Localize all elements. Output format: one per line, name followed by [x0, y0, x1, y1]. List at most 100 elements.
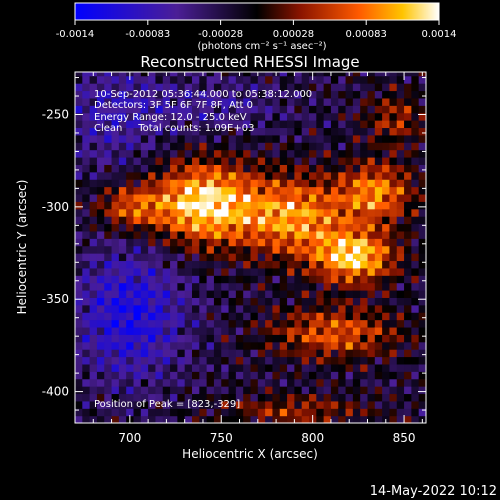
- heatmap-cell: [140, 356, 149, 365]
- heatmap-cell: [111, 112, 120, 121]
- heatmap-cell: [367, 341, 376, 350]
- heatmap-cell: [75, 334, 83, 343]
- heatmap-cell: [404, 216, 412, 225]
- heatmap-cell: [155, 297, 164, 306]
- heatmap-cell: [235, 356, 244, 365]
- heatmap-cell: [82, 334, 91, 343]
- heatmap-cell: [235, 120, 244, 129]
- heatmap-cell: [301, 134, 310, 143]
- heatmap-cell: [338, 179, 347, 188]
- heatmap-cell: [235, 341, 244, 350]
- heatmap-cell: [228, 282, 237, 291]
- heatmap-cell: [170, 208, 178, 217]
- heatmap-cell: [133, 216, 142, 225]
- heatmap-cell: [323, 415, 332, 423]
- heatmap-cell: [418, 253, 426, 262]
- heatmap-cell: [118, 179, 127, 188]
- heatmap-cell: [199, 105, 208, 114]
- heatmap-cell: [228, 75, 237, 84]
- heatmap-cell: [148, 245, 157, 254]
- heatmap-cell: [279, 105, 288, 114]
- heatmap-cell: [177, 245, 186, 254]
- heatmap-cell: [396, 105, 405, 114]
- heatmap-cell: [177, 253, 186, 262]
- heatmap-cell: [418, 216, 426, 225]
- heatmap-cell: [374, 208, 383, 217]
- heatmap-cell: [330, 408, 339, 417]
- heatmap-cell: [330, 341, 339, 350]
- heatmap-cell: [162, 193, 171, 202]
- heatmap-cell: [389, 275, 398, 284]
- heatmap-cell: [279, 134, 288, 143]
- heatmap-cell: [126, 97, 135, 106]
- heatmap-cell: [309, 97, 317, 106]
- heatmap-cell: [192, 393, 200, 402]
- heatmap-cell: [367, 83, 376, 92]
- heatmap-cell: [243, 349, 252, 358]
- heatmap-cell: [374, 149, 383, 158]
- heatmap-cell: [184, 156, 193, 165]
- heatmap-cell: [309, 400, 317, 409]
- heatmap-cell: [170, 164, 178, 173]
- heatmap-cell: [272, 97, 281, 106]
- heatmap-cell: [309, 319, 317, 328]
- heatmap-cell: [287, 326, 295, 335]
- heatmap-cell: [155, 223, 164, 232]
- y-axis-label: Heliocentric Y (arcsec): [15, 180, 29, 315]
- heatmap-cell: [177, 238, 186, 247]
- heatmap-cell: [309, 260, 317, 269]
- heatmap-cell: [360, 83, 369, 92]
- heatmap-cell: [96, 245, 105, 254]
- heatmap-cell: [287, 245, 295, 254]
- heatmap-cell: [301, 208, 310, 217]
- heatmap-cell: [170, 156, 178, 165]
- heatmap-cell: [309, 363, 317, 372]
- heatmap-cell: [162, 142, 171, 151]
- heatmap-cell: [221, 142, 230, 151]
- heatmap-cell: [111, 238, 120, 247]
- heatmap-cell: [345, 216, 354, 225]
- heatmap-cell: [235, 297, 244, 306]
- heatmap-cell: [250, 289, 259, 298]
- heatmap-cell: [265, 253, 274, 262]
- heatmap-cell: [323, 90, 332, 99]
- heatmap-cell: [323, 341, 332, 350]
- heatmap-cell: [360, 120, 369, 129]
- heatmap-cell: [316, 238, 325, 247]
- heatmap-cell: [352, 312, 361, 321]
- heatmap-cell: [155, 356, 164, 365]
- heatmap-cell: [411, 179, 420, 188]
- heatmap-cell: [184, 275, 193, 284]
- heatmap-cell: [148, 408, 157, 417]
- heatmap-cell: [82, 149, 91, 158]
- heatmap-cell: [294, 386, 303, 395]
- heatmap-cell: [294, 134, 303, 143]
- heatmap-cell: [360, 304, 369, 313]
- heatmap-cell: [352, 386, 361, 395]
- heatmap-cell: [301, 386, 310, 395]
- heatmap-cell: [82, 134, 91, 143]
- heatmap-cell: [177, 297, 186, 306]
- heatmap-cell: [221, 75, 230, 84]
- heatmap-cell: [133, 134, 142, 143]
- heatmap-cell: [177, 105, 186, 114]
- heatmap-cell: [352, 105, 361, 114]
- heatmap-cell: [243, 304, 252, 313]
- heatmap-cell: [177, 112, 186, 121]
- heatmap-cell: [192, 260, 200, 269]
- heatmap-cell: [206, 408, 215, 417]
- heatmap-cell: [221, 363, 230, 372]
- heatmap-cell: [338, 120, 347, 129]
- heatmap-cell: [170, 408, 178, 417]
- heatmap-cell: [250, 253, 259, 262]
- heatmap-cell: [301, 289, 310, 298]
- heatmap-cell: [82, 356, 91, 365]
- heatmap-cell: [374, 408, 383, 417]
- heatmap-cell: [140, 179, 149, 188]
- heatmap-cell: [155, 105, 164, 114]
- heatmap-cell: [338, 75, 347, 84]
- heatmap-cell: [352, 282, 361, 291]
- heatmap-cell: [104, 90, 113, 99]
- heatmap-cell: [323, 245, 332, 254]
- heatmap-cell: [374, 193, 383, 202]
